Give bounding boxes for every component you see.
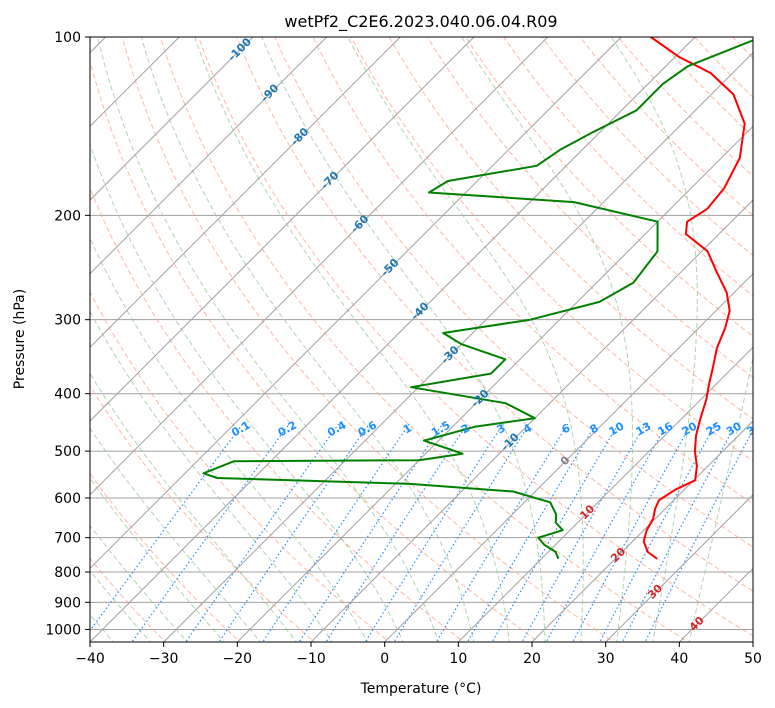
isotherm (605, 493, 753, 642)
isotherm (384, 272, 753, 642)
mixing-ratio-line (185, 423, 340, 642)
dry-adiabat (90, 59, 540, 642)
dry-adiabat (90, 291, 391, 642)
isotherm (90, 37, 475, 422)
profile-series (202, 37, 753, 560)
isotherm (90, 37, 328, 275)
x-tick-label: 0 (380, 651, 389, 667)
mixing-ratio-line (572, 423, 692, 642)
x-tick-label: 40 (670, 651, 688, 667)
dry-adiabat (312, 37, 753, 505)
mixing-ratio-line (262, 423, 410, 642)
isotherms (90, 37, 753, 642)
mixing-ratio-line (90, 423, 244, 632)
moist-adiabat (194, 37, 510, 642)
mixing-ratio-label: 36 (745, 419, 765, 438)
isotherm (163, 51, 753, 642)
moist-adiabat (90, 524, 188, 642)
chart-title: wetPf2_C2E6.2023.040.06.04.R09 (284, 12, 557, 32)
moist-adiabat (347, 37, 584, 642)
mixing-ratio-line (298, 423, 444, 642)
isotherm (90, 37, 254, 201)
mixing-ratio-line (466, 423, 597, 642)
dry-adiabat (236, 37, 753, 592)
mixing-ratio-lines (90, 423, 753, 642)
moist-adiabat (688, 355, 753, 642)
dry-adiabats (90, 37, 753, 642)
y-tick-label: 700 (54, 531, 81, 547)
y-tick-label: 800 (54, 565, 81, 581)
dry-adiabat (90, 557, 167, 642)
isotherm (310, 199, 753, 642)
x-tick-label: 30 (597, 651, 615, 667)
y-tick-label: 400 (54, 387, 81, 403)
isotherm (90, 37, 696, 642)
mixing-ratio-line (599, 423, 717, 642)
dry-adiabat (90, 384, 316, 642)
y-tick-label: 1000 (45, 622, 81, 638)
mixing-ratio-line (621, 423, 737, 642)
moist-adiabat (90, 427, 261, 642)
x-axis-ticks: −40 −30 −20 −10 0 10 20 30 40 50 (75, 642, 762, 667)
moist-adiabat (90, 569, 152, 642)
isotherm (90, 37, 622, 570)
isotherm (531, 420, 753, 642)
mixing-ratio-line (393, 423, 530, 642)
y-tick-label: 600 (54, 491, 81, 507)
moist-adiabat (140, 37, 475, 642)
plot-area: -100-90-80-70-60-50-40-30-20-10010203040… (90, 37, 765, 642)
isotherm (90, 37, 549, 496)
plot-frame (89, 36, 754, 643)
dry-adiabat (274, 37, 753, 548)
y-tick-label: 500 (54, 444, 81, 460)
y-tick-label: 300 (54, 313, 81, 329)
x-tick-label: 10 (449, 651, 467, 667)
y-tick-label: 100 (54, 30, 81, 46)
dry-adiabat (90, 186, 465, 642)
x-axis-label: Temperature (°C) (360, 681, 482, 697)
dry-adiabat (426, 37, 753, 379)
pressure-gridlines (90, 37, 753, 630)
moist-adiabat (90, 310, 333, 642)
dry-adiabat (90, 472, 241, 642)
moist-adiabat (90, 372, 297, 642)
mixing-ratio-line (644, 428, 753, 642)
dewpoint-line (202, 39, 753, 560)
dry-adiabat (121, 37, 615, 642)
mixing-ratio-line (545, 423, 668, 642)
mixing-ratio-line (491, 423, 619, 642)
x-tick-label: 20 (523, 651, 541, 667)
isotherm (236, 125, 753, 642)
dry-adiabat (350, 37, 753, 462)
moist-adiabat (261, 37, 546, 642)
dry-adiabat (197, 37, 753, 637)
moist-adiabat (610, 37, 698, 642)
x-tick-label: −30 (149, 651, 179, 667)
x-tick-label: 50 (744, 651, 762, 667)
mixing-ratio-line (521, 423, 646, 642)
mixing-ratio-line (435, 423, 569, 642)
y-axis-label: Pressure (hPa) (12, 289, 28, 389)
x-tick-label: −20 (223, 651, 253, 667)
x-tick-label: −10 (296, 651, 326, 667)
isotherm (457, 346, 753, 642)
moist-adiabat (90, 477, 225, 642)
moist-adiabat (461, 37, 634, 642)
y-axis-ticks: 100 200 300 400 500 600 700 800 900 1000 (45, 30, 90, 638)
y-tick-label: 200 (54, 208, 81, 224)
dry-adiabat (465, 37, 753, 338)
y-tick-label: 900 (54, 595, 81, 611)
moist-adiabat (90, 236, 369, 642)
isotherm (90, 37, 401, 349)
x-tick-label: −40 (75, 651, 105, 667)
temperature-line (642, 37, 746, 560)
